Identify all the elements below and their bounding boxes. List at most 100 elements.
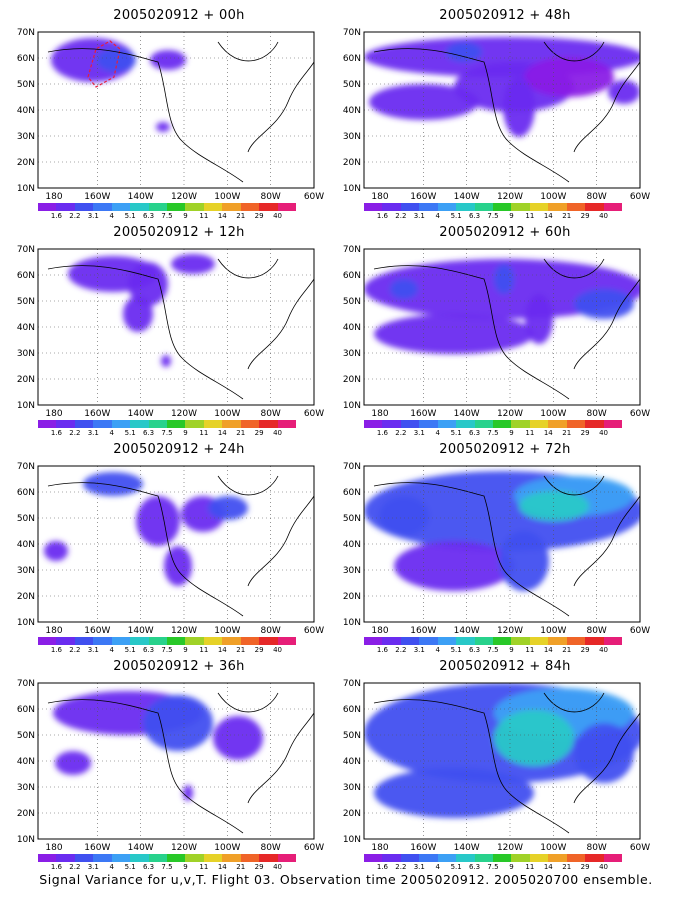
colorbar-swatch — [277, 637, 297, 645]
colorbar-level-label: 1.6 — [376, 429, 388, 437]
colorbar-level-label: 29 — [580, 429, 590, 437]
variance-contour — [44, 541, 68, 561]
lat-tick-label: 70N — [17, 679, 35, 689]
lon-tick-label: 60W — [630, 192, 650, 202]
colorbar-swatch — [130, 854, 150, 862]
colorbar-level-label: 40 — [599, 863, 609, 871]
colorbar-swatch — [437, 637, 457, 645]
colorbar-swatch — [38, 637, 57, 645]
lat-tick-label: 60N — [343, 705, 361, 715]
colorbar-swatch — [364, 203, 383, 211]
colorbar-level-label: 3.1 — [87, 212, 99, 220]
colorbar-swatch — [130, 420, 150, 428]
lat-tick-label: 10N — [17, 618, 35, 628]
variance-contour — [208, 496, 248, 520]
colorbar-swatch — [511, 420, 531, 428]
lon-tick-label: 180 — [45, 843, 62, 853]
coastline — [373, 692, 640, 834]
colorbar-level-label: 2.2 — [395, 863, 407, 871]
colorbar-swatch — [400, 637, 420, 645]
colorbar-swatch — [222, 203, 242, 211]
colorbar-swatch — [603, 203, 623, 211]
colorbar-swatch — [437, 854, 457, 862]
lon-tick-label: 180 — [371, 843, 388, 853]
colorbar-level-label: 21 — [236, 646, 246, 654]
colorbar-level-label: 2.2 — [395, 429, 407, 437]
colorbar-level-label: 5.1 — [124, 429, 136, 437]
coastline — [373, 475, 640, 617]
lat-tick-label: 50N — [17, 297, 35, 307]
variance-contour — [390, 279, 418, 299]
colorbar-level-label: 29 — [580, 863, 590, 871]
colorbar-level-label: 3.1 — [413, 863, 425, 871]
colorbar-level-label: 6.3 — [142, 429, 155, 437]
variance-contour — [83, 472, 143, 496]
colorbar-swatch — [277, 854, 297, 862]
colorbar-level-label: 4 — [435, 429, 440, 437]
colorbar-level-label: 1.6 — [50, 646, 62, 654]
variance-contour — [503, 77, 535, 137]
lon-tick-label: 140W — [128, 843, 154, 853]
lat-tick-label: 10N — [17, 184, 35, 194]
colorbar-swatch — [400, 854, 420, 862]
variance-contour — [150, 50, 186, 70]
lon-tick-label: 100W — [540, 626, 566, 636]
colorbar-level-label: 11 — [525, 863, 535, 871]
lon-tick-label: 120W — [171, 409, 197, 419]
lon-tick-label: 100W — [214, 192, 240, 202]
colorbar-level-label: 1.6 — [50, 429, 62, 437]
lat-tick-label: 20N — [343, 158, 361, 168]
lon-tick-label: 100W — [540, 843, 566, 853]
colorbar-swatch — [382, 203, 402, 211]
colorbar-swatch — [222, 420, 242, 428]
colorbar-legend: 1.6 2.2 3.1 4 5.1 6.3 7.5 9 11 14 21 29 40 — [364, 854, 623, 872]
colorbar-swatch — [585, 637, 605, 645]
variance-contour — [128, 262, 168, 306]
colorbar-level-label: 29 — [254, 212, 264, 220]
colorbar-swatch — [74, 203, 94, 211]
lon-tick-label: 160W — [410, 843, 436, 853]
lon-tick-label: 140W — [128, 409, 154, 419]
colorbar-swatch — [240, 637, 260, 645]
lat-tick-label: 30N — [17, 783, 35, 793]
colorbar-swatch — [493, 637, 512, 645]
colorbar-swatch — [93, 203, 113, 211]
lon-tick-label: 120W — [497, 192, 523, 202]
colorbar-swatch — [364, 420, 383, 428]
colorbar-level-label: 2.2 — [395, 212, 407, 220]
colorbar-swatch — [56, 854, 76, 862]
colorbar-swatch — [548, 203, 568, 211]
lon-tick-label: 180 — [371, 626, 388, 636]
colorbar-level-label: 7.5 — [487, 212, 499, 220]
lon-tick-label: 140W — [128, 626, 154, 636]
colorbar-swatch — [93, 854, 113, 862]
colorbar-level-label: 14 — [217, 212, 227, 220]
colorbar-level-label: 9 — [509, 212, 514, 220]
colorbar-swatch — [585, 420, 605, 428]
colorbar-level-label: 3.1 — [413, 646, 425, 654]
colorbar-swatch — [548, 854, 568, 862]
colorbar-legend: 1.6 2.2 3.1 4 5.1 6.3 7.5 9 11 14 21 29 40 — [38, 854, 297, 872]
lon-tick-label: 160W — [84, 843, 110, 853]
lat-tick-label: 30N — [17, 566, 35, 576]
colorbar-swatch — [511, 637, 531, 645]
colorbar-level-label: 1.6 — [376, 863, 388, 871]
colorbar-swatch — [259, 854, 279, 862]
lat-tick-label: 50N — [17, 731, 35, 741]
colorbar-swatch — [400, 203, 420, 211]
colorbar-swatch — [167, 203, 186, 211]
colorbar-level-label: 29 — [580, 646, 590, 654]
colorbar-level-label: 1.6 — [50, 863, 62, 871]
colorbar-level-label: 21 — [236, 863, 246, 871]
colorbar-level-label: 6.3 — [468, 646, 481, 654]
colorbar-level-label: 11 — [525, 646, 535, 654]
lon-tick-label: 80W — [260, 192, 280, 202]
colorbar-swatch — [56, 637, 76, 645]
lon-tick-label: 120W — [171, 626, 197, 636]
map-plot: 70N 60N 50N 40N 30N 20N 10N 180 160W 140W 120W 100W… — [17, 28, 324, 202]
lat-tick-label: 30N — [343, 132, 361, 142]
colorbar-swatch — [548, 420, 568, 428]
lat-tick-label: 10N — [343, 618, 361, 628]
colorbar-swatch — [74, 854, 94, 862]
lon-tick-label: 100W — [214, 626, 240, 636]
